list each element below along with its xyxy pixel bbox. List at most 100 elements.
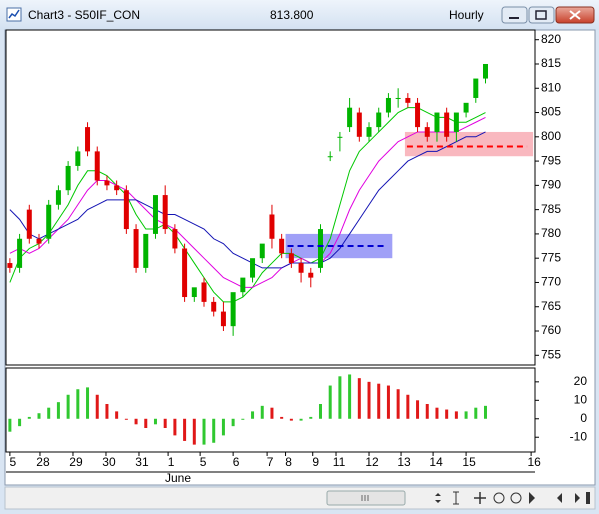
status-bar-bg: [4, 486, 596, 510]
y-tick-label: 795: [541, 153, 561, 167]
last-price: 813.800: [270, 8, 314, 22]
histogram-bar: [318, 404, 322, 419]
candle-body: [123, 190, 129, 230]
histogram-bar: [445, 409, 449, 419]
histogram-bar: [192, 418, 196, 445]
fit-button[interactable]: [435, 493, 441, 503]
histogram-bar: [357, 378, 361, 419]
y-tick-label: -10: [570, 429, 588, 443]
candle-body: [444, 112, 450, 137]
histogram-bar: [435, 407, 439, 419]
candle-body: [463, 102, 469, 113]
candle-body: [405, 97, 411, 103]
histogram-bar: [348, 374, 352, 419]
move-button[interactable]: [474, 492, 486, 504]
candle-body: [308, 272, 314, 278]
x-tick-label: 13: [397, 455, 411, 469]
zoom-in-button[interactable]: [493, 492, 505, 504]
candle-body: [385, 97, 391, 113]
candle-body: [201, 282, 207, 302]
candle-body: [26, 209, 32, 239]
candle-body: [482, 63, 488, 79]
window-buttons: [501, 6, 595, 24]
histogram-bar: [144, 418, 148, 428]
x-tick-label: 28: [36, 455, 50, 469]
x-tick-label: 12: [365, 455, 379, 469]
y-tick-label: 20: [574, 374, 588, 388]
histogram-bar: [153, 418, 157, 425]
candle-body: [288, 253, 294, 264]
candle-body: [259, 243, 265, 259]
histogram-bar: [124, 418, 128, 420]
zoom-out-button[interactable]: [510, 492, 522, 504]
histogram-bar: [202, 418, 206, 445]
candle-body: [143, 233, 149, 268]
y-tick-label: 820: [541, 32, 561, 46]
scroll-right-button[interactable]: [575, 493, 580, 503]
candle-body: [366, 127, 372, 137]
candle-body: [36, 238, 42, 244]
candle-body: [376, 112, 382, 128]
y-tick-label: 790: [541, 178, 561, 192]
moving-average-line: [9, 107, 486, 303]
histogram-bar: [377, 383, 381, 419]
histogram-bar: [95, 394, 99, 419]
histogram-bar: [289, 418, 293, 421]
candle-body: [7, 263, 13, 268]
histogram-bar: [260, 405, 264, 419]
histogram-bar: [173, 418, 177, 436]
histogram-bar: [396, 389, 400, 419]
x-tick-label: 9: [312, 455, 319, 469]
candle-body: [133, 229, 139, 268]
histogram-bar: [416, 400, 420, 419]
title-bar: [0, 0, 599, 30]
restore-glyph: [535, 10, 547, 20]
x-tick-label: 5: [200, 455, 207, 469]
candle-body: [172, 229, 178, 249]
scroll-left-button[interactable]: [557, 493, 562, 503]
minimize-button[interactable]: [501, 6, 528, 24]
histogram-bar: [386, 385, 390, 419]
candle-body: [114, 185, 120, 191]
candle-body: [230, 292, 236, 327]
histogram-bar: [221, 418, 225, 436]
histogram-bar: [56, 402, 60, 419]
status-bar: [4, 486, 596, 510]
candle-body: [279, 238, 285, 254]
histogram-bar: [367, 381, 371, 419]
histogram-bar: [212, 418, 216, 443]
moving-average-line: [9, 116, 486, 288]
histogram-bar: [280, 416, 284, 419]
histogram-bar: [134, 418, 138, 425]
cursor-button[interactable]: [453, 491, 459, 505]
candle-body: [473, 78, 479, 98]
price-panel-frame: [5, 29, 536, 366]
candle-body: [337, 136, 343, 138]
scroll-thumb[interactable]: [326, 490, 406, 506]
scroll-grip: [361, 495, 369, 501]
candle-body: [424, 127, 430, 137]
x-tick-label: 11: [333, 455, 346, 469]
x-tick-label: 7: [267, 455, 274, 469]
y-tick-label: 765: [541, 299, 561, 313]
histogram-bar: [338, 376, 342, 419]
histogram-bar: [8, 418, 12, 432]
histogram-bar: [425, 404, 429, 419]
candle-body: [65, 165, 71, 191]
y-tick-label: 770: [541, 275, 561, 289]
end-button[interactable]: [586, 492, 590, 504]
x-tick-label: 14: [429, 455, 443, 469]
candle-body: [182, 248, 188, 298]
candle-body: [191, 287, 197, 298]
play-button[interactable]: [529, 492, 535, 504]
timeframe: Hourly: [449, 8, 484, 22]
y-tick-label: 810: [541, 80, 561, 94]
restore-button[interactable]: [528, 6, 555, 24]
close-glyph: [569, 10, 581, 20]
histogram-bar: [406, 394, 410, 419]
histogram-bar: [454, 411, 458, 419]
candle-body: [85, 127, 91, 152]
histogram-bar: [18, 418, 22, 427]
histogram-bar: [309, 416, 313, 419]
